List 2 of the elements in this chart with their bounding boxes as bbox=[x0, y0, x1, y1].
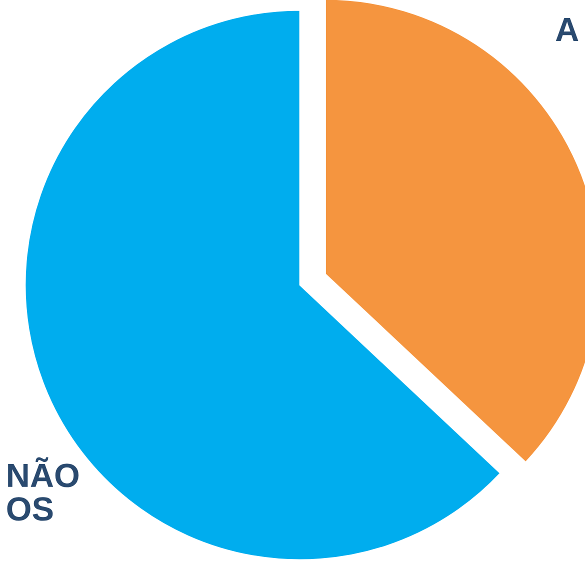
slice-label: NÃO OS bbox=[7, 457, 79, 521]
slice-label: A bbox=[556, 18, 578, 41]
